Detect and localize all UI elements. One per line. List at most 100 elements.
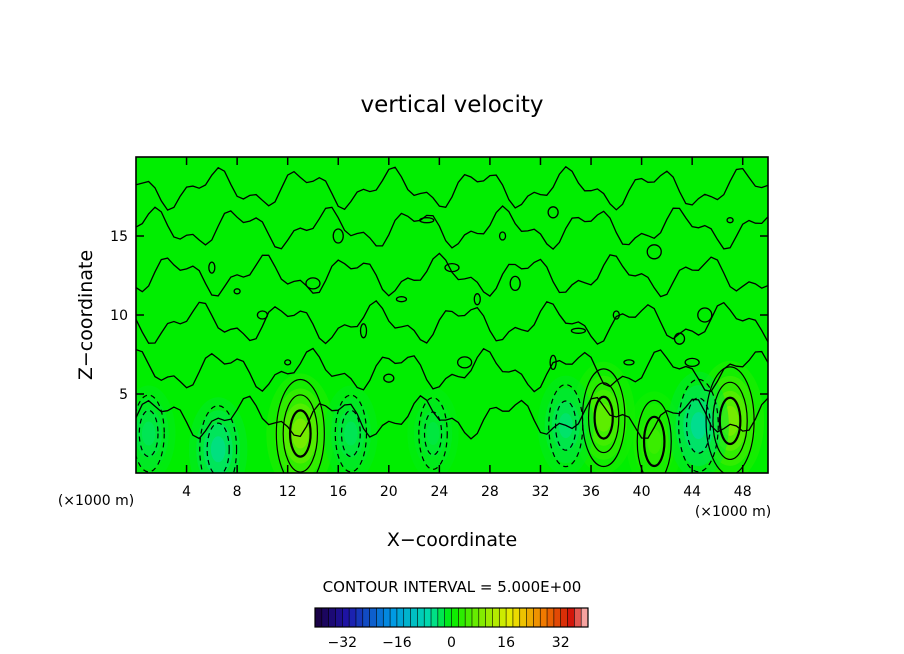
field-feature-0-layer-1 [291, 418, 309, 449]
colorbar-cell [512, 608, 521, 627]
field-feature-3-layer-1 [647, 428, 662, 454]
contour-loop [549, 354, 557, 371]
contour-line [282, 394, 319, 473]
contour-loop [697, 307, 713, 323]
colorbar-cell [349, 608, 357, 627]
colorbar-cell [424, 608, 432, 627]
x-unit-left: (×1000 m) [58, 493, 134, 509]
x-tick-label: 4 [182, 484, 191, 500]
y-tick-label: 5 [119, 387, 128, 403]
colorbar-cell [465, 608, 473, 627]
colorbar-cell [540, 608, 548, 627]
contour-loop [473, 293, 481, 306]
colorbar-cell [478, 608, 487, 627]
y-tick-label: 10 [110, 308, 128, 324]
contour-loop [547, 206, 559, 219]
contour-loop [726, 217, 734, 224]
y-axis-label: Z−coordinate [75, 250, 97, 380]
field-feature-7-layer-1 [690, 412, 707, 440]
field-feature-9-layer-1 [426, 422, 440, 445]
contour-line [418, 397, 448, 470]
field-feature-1-layer-1 [595, 403, 612, 432]
colorbar-frame [314, 607, 589, 628]
contour-line [340, 409, 361, 458]
contour-line [199, 405, 238, 473]
colorbar-cell [547, 608, 555, 627]
x-unit-right: (×1000 m) [695, 504, 771, 520]
colorbar-cell [471, 608, 480, 627]
zero-contour-line [136, 205, 768, 250]
colorbar-cell [437, 608, 446, 627]
contour-line [288, 409, 312, 458]
x-tick-label: 40 [633, 484, 651, 500]
field-feature-5-layer-1 [344, 421, 358, 446]
colorbar-cell [321, 608, 330, 627]
contour-loop [623, 359, 635, 366]
contour-loop [444, 262, 460, 273]
contour-line [712, 381, 748, 461]
colorbar-cell [451, 608, 459, 627]
colorbar-tick-label: 32 [552, 635, 570, 651]
colorbar-cell [335, 608, 343, 627]
contour-loop [332, 228, 344, 244]
y-tick-label: 15 [110, 229, 128, 245]
contour-line [136, 394, 165, 473]
colorbar-cell [533, 608, 541, 627]
contour-line [678, 378, 719, 473]
x-tick-label: 24 [430, 484, 448, 500]
colorbar-tick-label: 16 [497, 635, 515, 651]
contour-interval-text: CONTOUR INTERVAL = 5.000E+00 [323, 578, 582, 596]
contour-loop [456, 356, 473, 369]
colorbar-cell [560, 608, 569, 627]
contour-line [275, 378, 325, 473]
zero-contour-line [136, 347, 768, 393]
colorbar-cell [506, 608, 514, 627]
x-tick-label: 28 [481, 484, 499, 500]
contour-loop [284, 359, 292, 366]
contour-loop [684, 357, 700, 368]
contour-loop [673, 332, 686, 345]
colorbar-cell [526, 608, 534, 627]
x-tick-label: 12 [279, 484, 297, 500]
contour-loop [395, 296, 408, 303]
colorbar-tick-label: −32 [328, 635, 358, 651]
x-tick-label: 16 [329, 484, 347, 500]
contour-loop [646, 244, 662, 260]
colorbar-cell [376, 608, 384, 627]
colorbar-cell [355, 608, 364, 627]
colorbar [314, 607, 589, 628]
colorbar-cell [574, 608, 582, 627]
contour-loop [359, 323, 368, 339]
contour-line [548, 384, 584, 468]
colorbar-cell [403, 608, 412, 627]
contour-line [593, 395, 614, 440]
contour-loop [498, 231, 507, 241]
colorbar-tick-label: 0 [447, 635, 456, 651]
contour-loop [419, 217, 435, 224]
contour-loop [570, 327, 587, 334]
colorbar-cell [581, 608, 589, 627]
x-tick-label: 8 [233, 484, 242, 500]
zero-contour-line [136, 165, 768, 211]
colorbar-cell [567, 608, 575, 627]
colorbar-cell [396, 608, 405, 627]
x-tick-label: 36 [582, 484, 600, 500]
x-tick-label: 48 [734, 484, 752, 500]
colorbar-tick-label: −16 [382, 635, 412, 651]
zero-contour-line [136, 394, 768, 440]
colorbar-cell [431, 608, 439, 627]
zero-contour-line [136, 252, 768, 298]
contour-line [636, 399, 672, 473]
contour-line [718, 396, 742, 446]
contour-loop [305, 277, 321, 290]
x-tick-label: 32 [532, 484, 550, 500]
colorbar-cell [553, 608, 562, 627]
colorbar-cell [485, 608, 493, 627]
contour-loop [383, 373, 395, 383]
contour-loop [612, 310, 620, 320]
zero-contour-line [136, 300, 768, 345]
colorbar-cell [362, 608, 371, 627]
chart-title: vertical velocity [361, 92, 544, 118]
colorbar-cell [390, 608, 398, 627]
